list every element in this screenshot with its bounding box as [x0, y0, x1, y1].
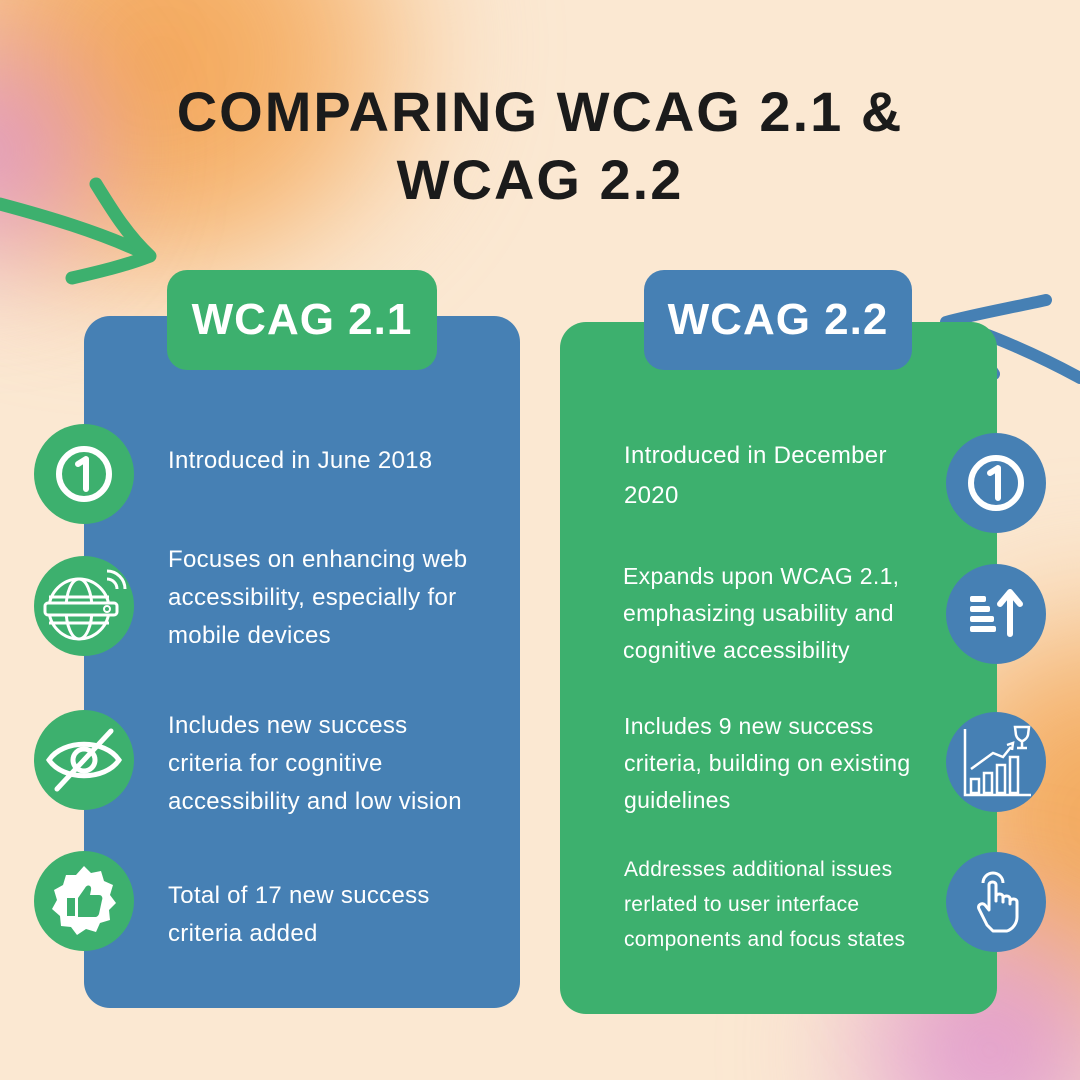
- wcag-22-item-1: Introduced in December 2020: [624, 442, 887, 509]
- wcag-22-card: [560, 322, 997, 1014]
- wcag-22-item-2: Expands upon WCAG 2.1, emphasizing usabi…: [623, 563, 900, 663]
- pointer-hand-icon: [946, 852, 1046, 952]
- eye-slash-icon: [34, 710, 134, 810]
- wcag-21-item-3: Includes new success criteria for cognit…: [168, 712, 462, 815]
- title-line-1: COMPARING WCAG 2.1 &: [176, 80, 904, 143]
- page-title: COMPARING WCAG 2.1 & WCAG 2.2: [90, 78, 990, 214]
- title-line-2: WCAG 2.2: [396, 148, 684, 211]
- globe-search-icon: [34, 556, 134, 656]
- wcag-21-label: WCAG 2.1: [167, 270, 437, 370]
- growth-chart-trophy-icon: [946, 712, 1046, 812]
- wcag-21-card: [84, 316, 520, 1008]
- wcag-21-item-4: Total of 17 new success criteria added: [168, 882, 430, 947]
- wcag-22-label: WCAG 2.2: [644, 270, 912, 370]
- green-arrow-icon: [0, 177, 157, 285]
- list-arrow-up-icon: [946, 564, 1046, 664]
- number-one-icon: [946, 433, 1046, 533]
- wcag-22-item-3: Includes 9 new success criteria, buildin…: [624, 713, 911, 813]
- wcag-22-item-4: Addresses additional issues rerlated to …: [624, 858, 906, 951]
- thumbs-up-badge-icon: [34, 851, 134, 951]
- number-one-icon: [34, 424, 134, 524]
- wcag-21-item-2: Focuses on enhancing web accessibility, …: [168, 546, 468, 649]
- wcag-21-item-1: Introduced in June 2018: [168, 447, 433, 474]
